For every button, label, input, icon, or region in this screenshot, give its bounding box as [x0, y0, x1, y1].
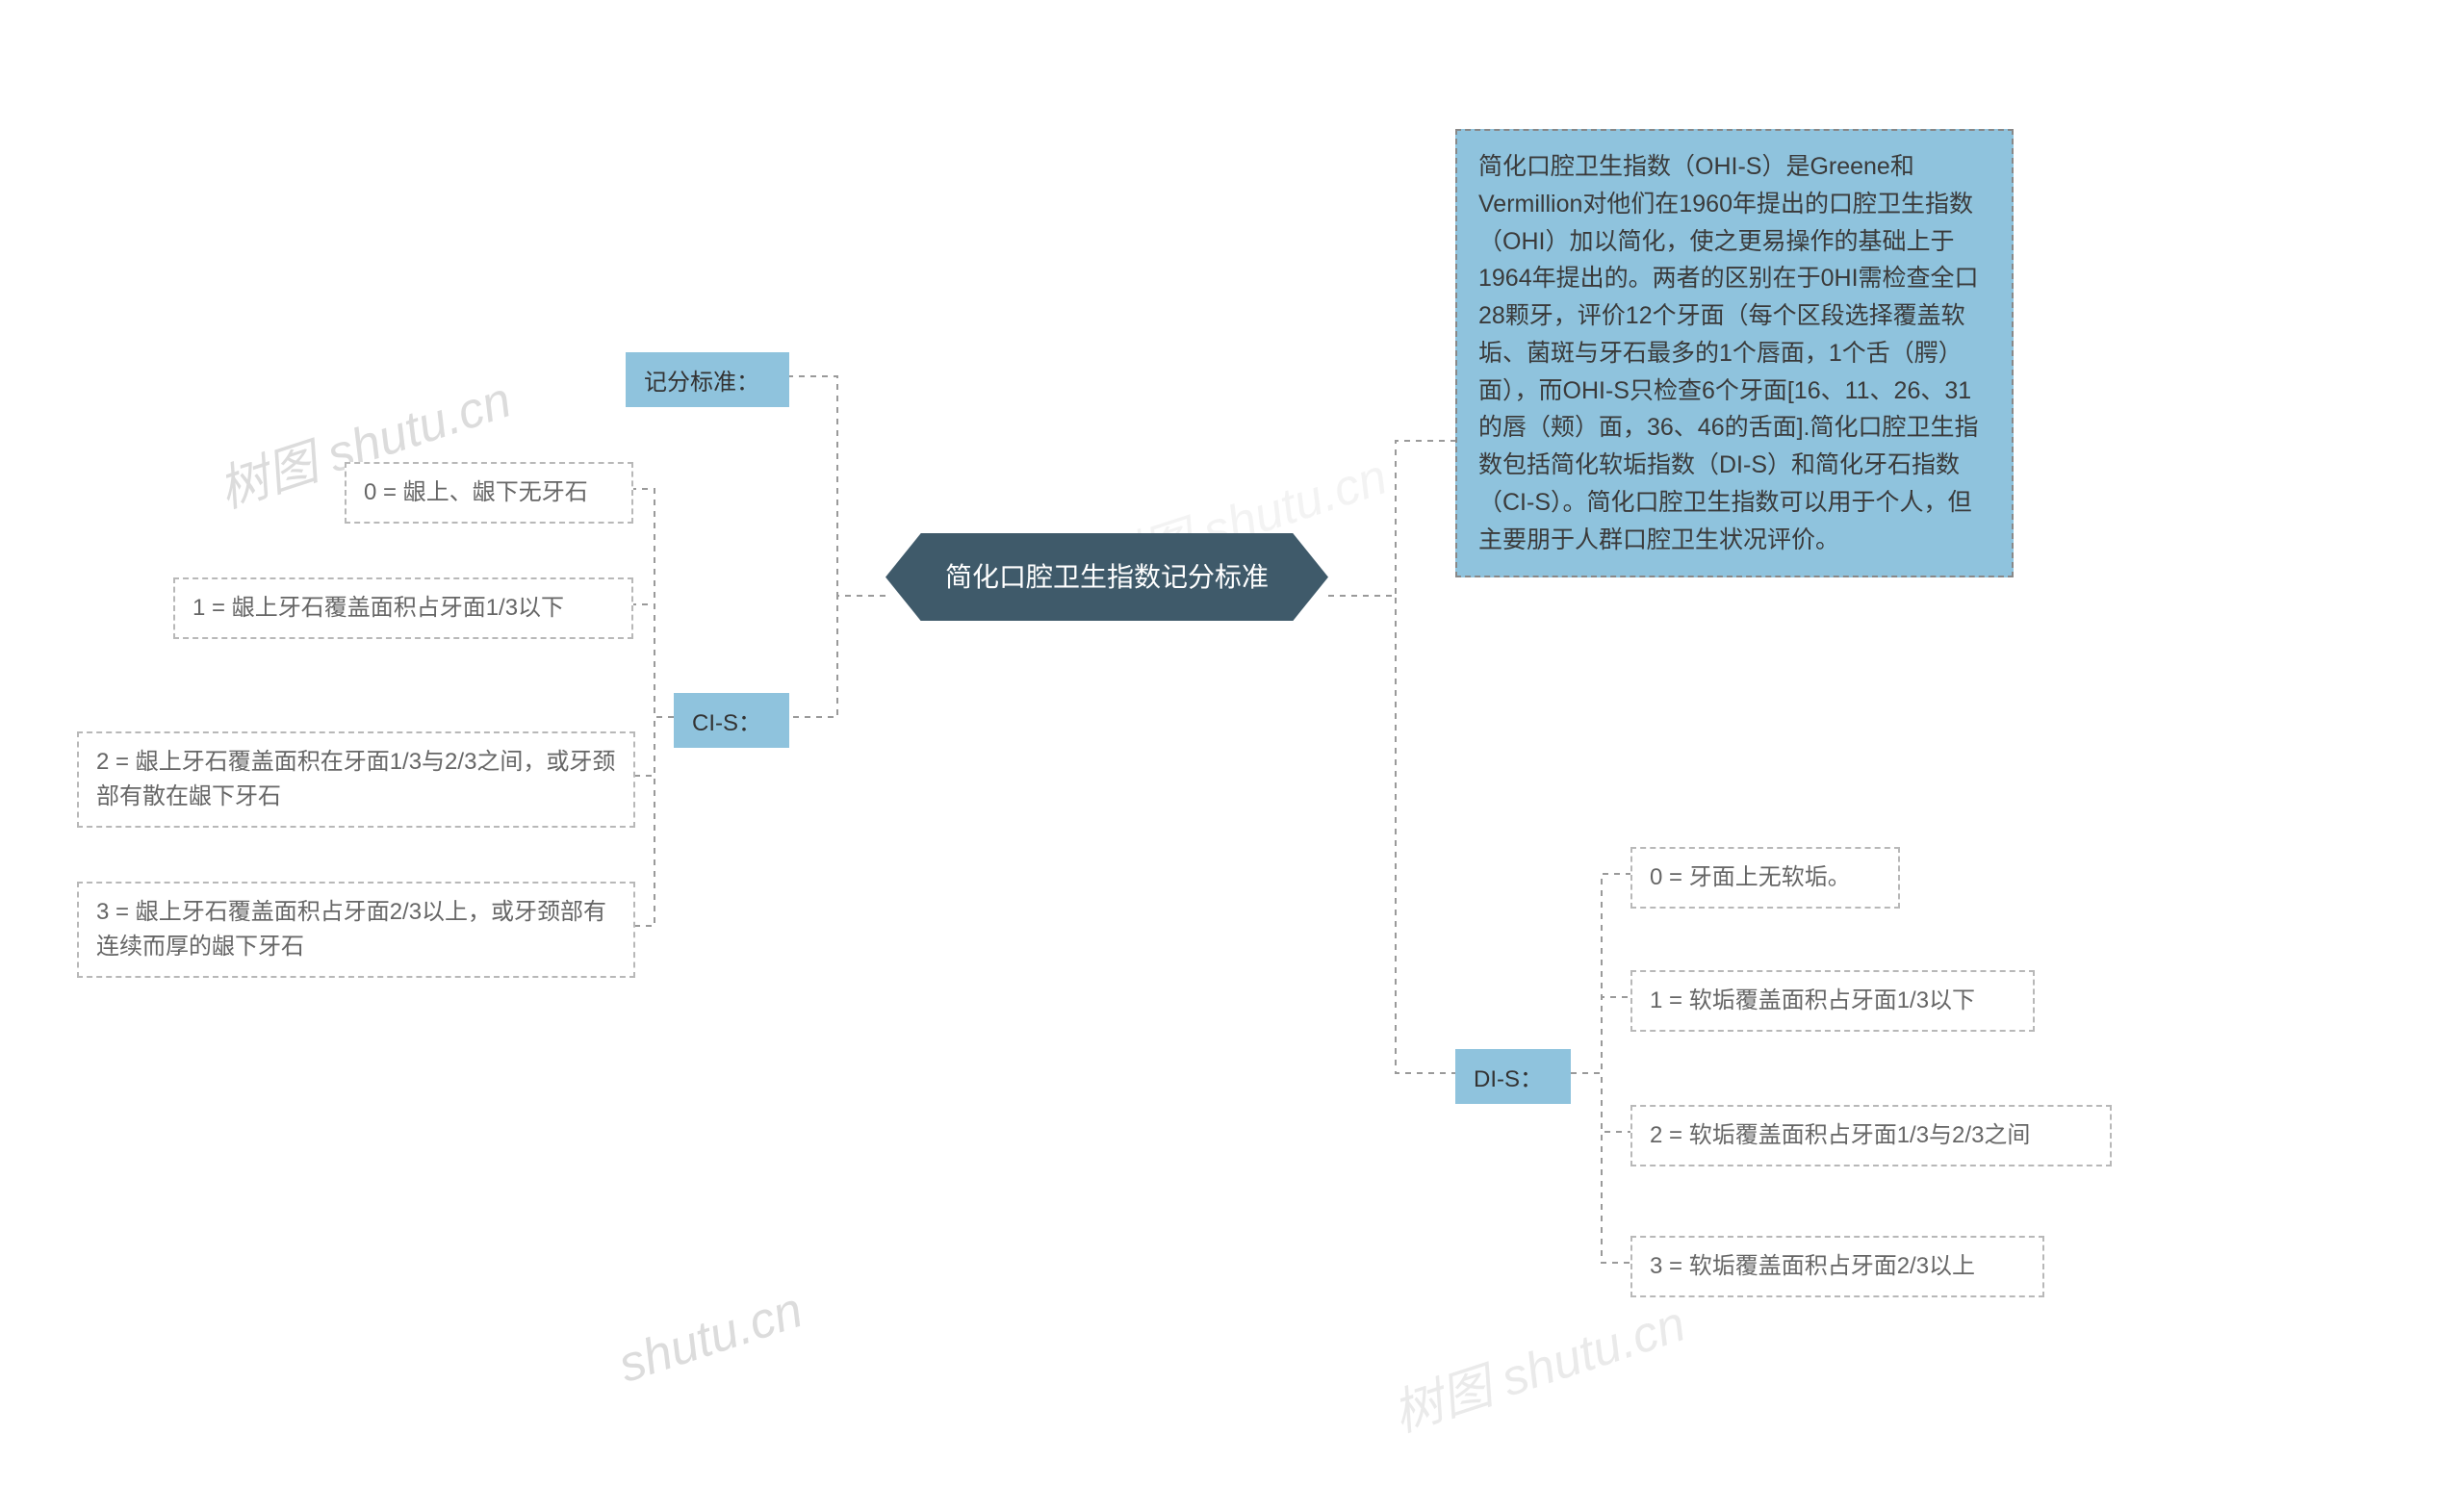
watermark: shutu.cn: [612, 1281, 809, 1395]
node-di-s[interactable]: DI-S：: [1455, 1049, 1571, 1104]
node-paragraph[interactable]: 简化口腔卫生指数（OHI-S）是Greene和Vermillion对他们在196…: [1455, 129, 2014, 577]
node-scoring-criteria[interactable]: 记分标准：: [626, 352, 789, 407]
leaf-di-s-2[interactable]: 2 = 软垢覆盖面积占牙面1/3与2/3之间: [1630, 1105, 2112, 1166]
leaf-ci-s-0[interactable]: 0 = 龈上、龈下无牙石: [345, 462, 633, 524]
leaf-ci-s-3[interactable]: 3 = 龈上牙石覆盖面积占牙面2/3以上，或牙颈部有连续而厚的龈下牙石: [77, 882, 635, 978]
leaf-di-s-3[interactable]: 3 = 软垢覆盖面积占牙面2/3以上: [1630, 1236, 2044, 1297]
leaf-ci-s-1[interactable]: 1 = 龈上牙石覆盖面积占牙面1/3以下: [173, 577, 633, 639]
leaf-ci-s-2[interactable]: 2 = 龈上牙石覆盖面积在牙面1/3与2/3之间，或牙颈部有散在龈下牙石: [77, 731, 635, 828]
leaf-di-s-0[interactable]: 0 = 牙面上无软垢。: [1630, 847, 1900, 909]
watermark: 树图 shutu.cn: [1382, 1283, 1693, 1446]
node-ci-s[interactable]: CI-S：: [674, 693, 789, 748]
central-topic[interactable]: 简化口腔卫生指数记分标准: [886, 533, 1328, 621]
leaf-di-s-1[interactable]: 1 = 软垢覆盖面积占牙面1/3以下: [1630, 970, 2035, 1032]
